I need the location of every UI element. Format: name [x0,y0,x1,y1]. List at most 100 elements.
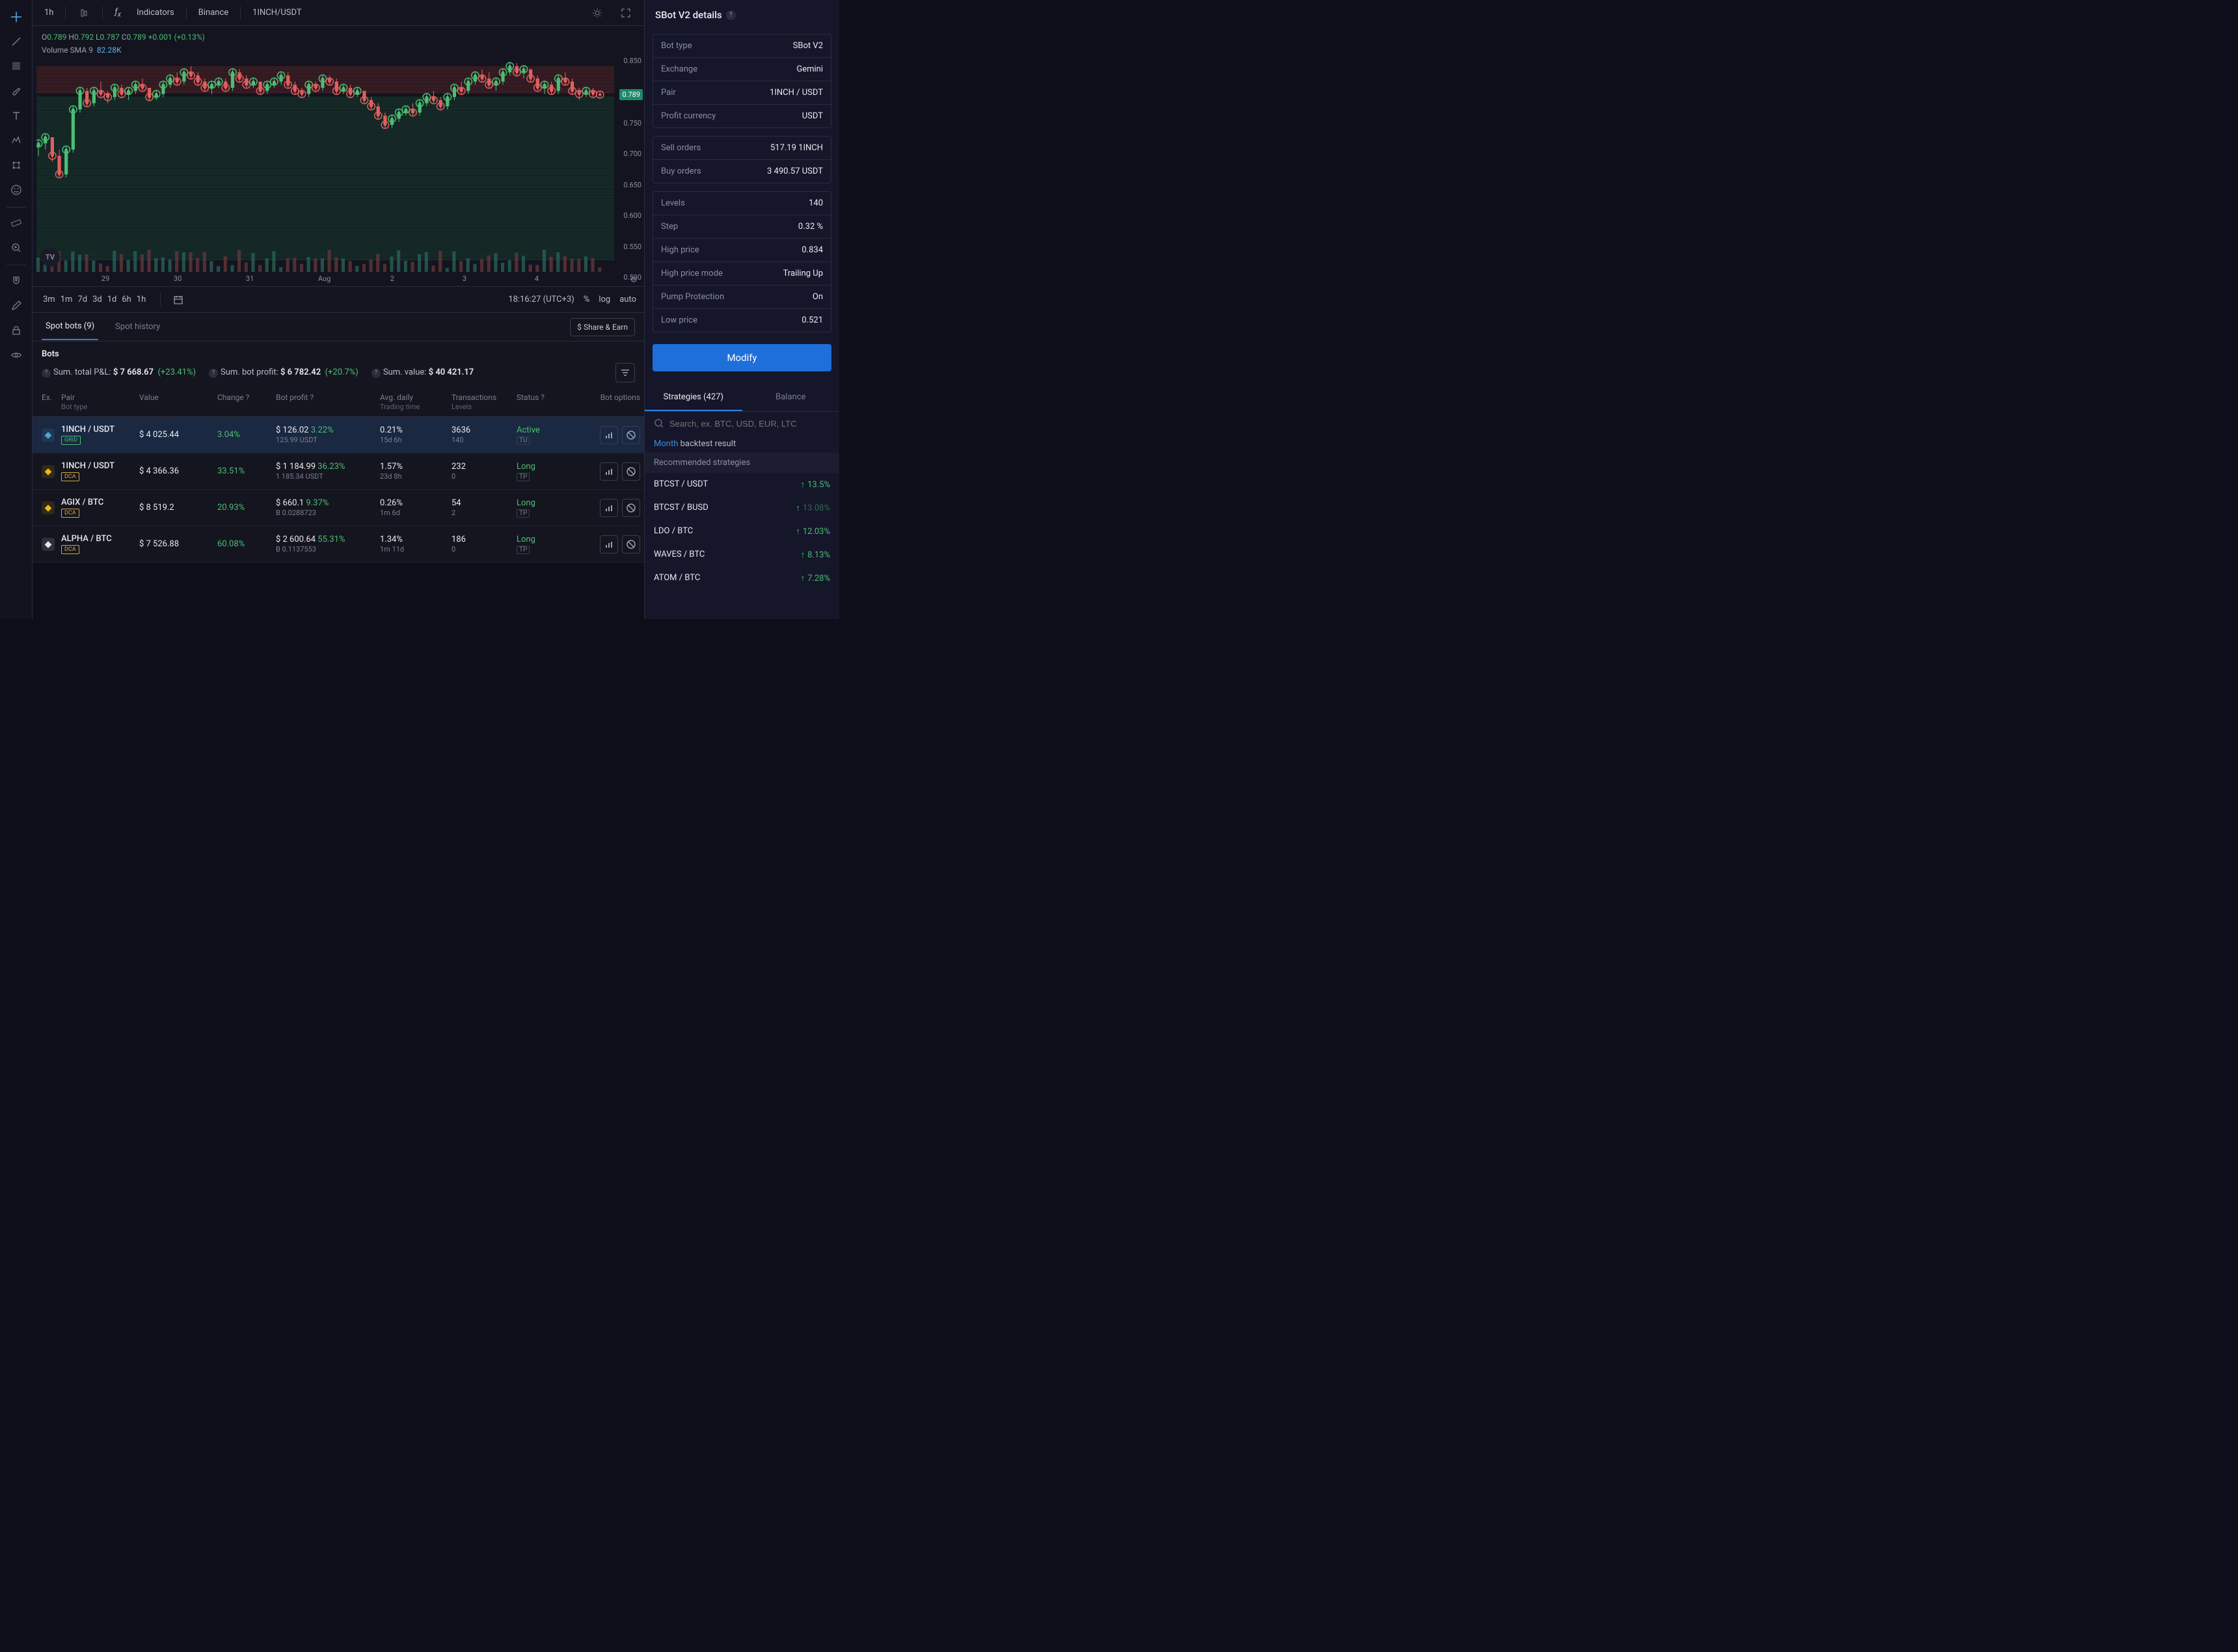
tab-spot-bots[interactable]: Spot bots (9) [42,313,98,340]
exchange-icon: ◆ [42,465,55,478]
ruler-icon[interactable] [5,211,28,235]
text-icon[interactable] [5,104,28,127]
lock-icon[interactable] [5,319,28,342]
strategy-item[interactable]: BTCST / USDT↑13.5% [645,473,839,496]
settings-icon[interactable] [587,3,608,23]
magnet-icon[interactable] [5,269,28,293]
fib-icon[interactable] [5,55,28,78]
chart-panel[interactable]: O0.789 H0.792 L0.787 C0.789 +0.001 (+0.1… [33,26,644,286]
stop-button[interactable] [622,535,640,553]
pattern-icon[interactable] [5,129,28,152]
detail-row: Sell orders517.19 1INCH [653,137,831,160]
search-icon [654,418,664,429]
help-icon[interactable]: ? [42,369,51,378]
drawing-toolbar [0,0,33,619]
indicators-button[interactable]: Indicators [133,5,178,20]
detail-row: Pump ProtectionOn [653,286,831,309]
chart-area: 1h ƒx Indicators Binance 1INCH/USDT O0.7… [33,0,644,313]
tf-1h[interactable]: 1h [134,292,148,307]
interval-selector[interactable]: 1h [40,5,57,20]
tf-1d[interactable]: 1d [105,292,120,307]
goto-date-icon[interactable] [172,294,184,306]
chart-button[interactable] [600,499,618,517]
scale-pct[interactable]: % [584,295,590,304]
help-icon[interactable]: ? [541,393,545,402]
strategy-item[interactable]: LDO / BTC↑12.03% [645,520,839,543]
brush-icon[interactable] [5,79,28,103]
chart-header: 1h ƒx Indicators Binance 1INCH/USDT [33,0,644,26]
exchange-icon: ◆ [42,429,55,442]
share-earn-button[interactable]: $ Share & Earn [570,318,635,336]
tf-6h[interactable]: 6h [119,292,133,307]
fullscreen-icon[interactable] [615,3,636,23]
exchange-icon: ◆ [42,501,55,514]
pair-label[interactable]: 1INCH/USDT [249,5,305,20]
timeframe-bar: 3m1m7d3d1d6h1h 18:16:27 (UTC+3) % log au… [33,286,644,312]
crosshair-icon[interactable] [5,5,28,29]
chart-button[interactable] [600,535,618,553]
time-axis: 293031Aug234 [36,274,614,285]
help-icon[interactable]: ? [371,369,381,378]
table-row[interactable]: ◆ 1INCH / USDTDCA $ 4 366.36 33.51% $ 1 … [33,453,644,490]
help-icon[interactable]: ? [310,393,314,402]
stop-button[interactable] [622,426,640,444]
recommended-header: Recommended strategies [645,453,839,473]
eye-icon[interactable] [5,343,28,367]
fx-button[interactable]: ƒx [111,5,125,21]
details-title: SBot V2 details [655,9,722,21]
detail-row: Levels140 [653,192,831,215]
bots-title: Bots [42,349,635,359]
chart-button[interactable] [600,426,618,444]
detail-row: Step0.32 % [653,215,831,239]
tab-strategies[interactable]: Strategies (427) [645,384,742,411]
tf-1m[interactable]: 1m [58,292,75,307]
tf-7d[interactable]: 7d [75,292,90,307]
emoji-icon[interactable] [5,178,28,202]
chart-button[interactable] [600,462,618,481]
axis-settings-icon[interactable]: ⚙ [630,275,638,285]
detail-row: High price0.834 [653,239,831,262]
detail-row: Profit currencyUSDT [653,105,831,127]
scale-auto[interactable]: auto [619,295,636,304]
ohlc-display: O0.789 H0.792 L0.787 C0.789 +0.001 (+0.1… [36,30,644,44]
strategy-item[interactable]: BTCST / BUSD↑13.08% [645,496,839,520]
clock-display: 18:16:27 (UTC+3) [508,295,574,304]
scale-log[interactable]: log [599,295,610,304]
tf-3m[interactable]: 3m [40,292,58,307]
strategy-search-input[interactable] [669,419,830,429]
help-icon[interactable]: ? [726,10,736,20]
tf-3d[interactable]: 3d [90,292,105,307]
table-header: Ex. PairBot type Value Change ? Bot prof… [33,386,644,417]
table-row[interactable]: ◆ 1INCH / USDTGRID $ 4 025.44 3.04% $ 12… [33,417,644,453]
table-row[interactable]: ◆ ALPHA / BTCDCA $ 7 526.88 60.08% $ 2 6… [33,526,644,563]
filter-button[interactable] [615,363,635,382]
table-row[interactable]: ◆ AGIX / BTCDCA $ 8 519.2 20.93% $ 660.1… [33,490,644,526]
tab-balance[interactable]: Balance [742,384,840,411]
tradingview-logo-icon: TV [40,247,60,267]
detail-row: Low price0.521 [653,309,831,332]
detail-row: High price modeTrailing Up [653,262,831,286]
detail-row: Bot typeSBot V2 [653,34,831,58]
price-axis: 0.8500.8000.7500.7000.6500.6000.5500.500… [615,51,644,273]
stop-button[interactable] [622,499,640,517]
help-icon[interactable]: ? [209,369,218,378]
backtest-period[interactable]: Month backtest result [645,435,839,453]
zoom-icon[interactable] [5,236,28,260]
detail-row: Buy orders3 490.57 USDT [653,160,831,183]
strategy-item[interactable]: ATOM / BTC↑7.28% [645,566,839,590]
trendline-icon[interactable] [5,30,28,53]
pencil-icon[interactable] [5,294,28,317]
modify-button[interactable]: Modify [653,344,831,371]
details-panel: SBot V2 details? Bot typeSBot V2Exchange… [644,0,839,619]
candle-style-icon[interactable] [74,3,94,23]
position-icon[interactable] [5,153,28,177]
stop-button[interactable] [622,462,640,481]
detail-row: Pair1INCH / USDT [653,81,831,105]
help-icon[interactable]: ? [246,393,250,402]
bots-section: Spot bots (9) Spot history $ Share & Ear… [33,313,644,563]
exchange-icon: ◆ [42,538,55,551]
exchange-label[interactable]: Binance [195,5,232,20]
strategy-item[interactable]: WAVES / BTC↑8.13% [645,543,839,566]
tab-spot-history[interactable]: Spot history [111,314,164,340]
detail-row: ExchangeGemini [653,58,831,81]
